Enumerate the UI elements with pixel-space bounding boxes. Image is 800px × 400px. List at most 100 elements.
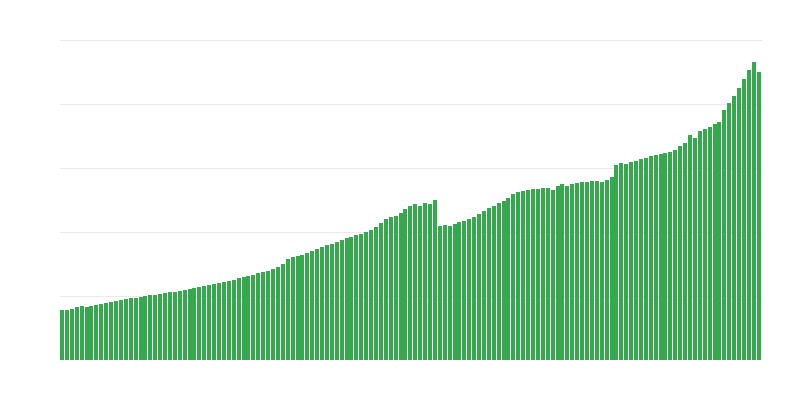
bar [177,291,182,360]
bar [540,188,545,360]
bar [575,183,580,360]
bar [521,191,526,360]
bar [138,297,143,360]
bar [241,277,246,360]
bar [648,156,653,360]
bar [197,287,202,360]
bar [383,219,388,360]
bar [163,293,168,360]
bar [84,307,89,360]
bar [722,110,727,360]
bar [74,307,79,360]
bar [746,70,751,360]
bar [560,184,565,360]
bar [266,271,271,360]
bar [310,251,315,360]
bar [290,257,295,360]
bar [580,182,585,360]
bar [378,223,383,360]
bar [113,301,118,360]
bar [69,309,74,360]
bar [60,310,64,360]
bar [707,127,712,360]
bar [717,122,722,360]
bar [226,281,231,360]
bar [167,292,172,360]
bar [275,267,280,360]
bar [481,211,486,360]
bar [182,290,187,360]
bar [741,79,746,360]
bar [678,146,683,360]
bar [668,152,673,360]
bar [320,247,325,360]
bar [246,276,251,360]
bar [442,225,447,360]
bar [526,190,531,360]
bar [172,292,177,360]
bar [364,232,369,360]
bar [369,230,374,360]
bar [663,153,668,360]
bar [584,182,589,360]
bar [280,264,285,360]
bar [570,184,575,360]
bar [94,305,99,360]
bar [408,206,413,360]
bar [349,237,354,360]
bar [619,163,624,360]
bar [486,208,491,360]
bar [457,222,462,360]
bar [673,150,678,360]
bar [462,221,467,360]
bar [511,194,516,360]
bar [432,200,437,360]
bar [565,186,570,360]
bar [393,216,398,360]
bar [118,300,123,360]
bar [609,177,614,360]
bar [697,131,702,360]
bar [148,295,153,360]
bar [638,159,643,360]
bar [683,143,688,360]
bar [624,164,629,360]
bar [231,280,236,360]
bar [359,234,364,360]
bar [727,103,732,360]
bar [452,224,457,360]
bar [221,282,226,360]
bar [643,158,648,360]
bar [324,245,329,360]
bar [256,273,261,360]
bar [236,278,241,360]
bar [192,288,197,360]
bar [285,259,290,360]
bar [447,226,452,360]
bar [496,203,501,360]
bar [202,286,207,360]
bar [158,294,163,360]
bar [354,235,359,360]
bar [604,180,609,360]
bar [398,213,403,360]
bar [143,296,148,360]
bar [634,161,639,360]
bar [467,219,472,360]
bar [212,284,217,360]
bar [334,242,339,360]
bar [315,249,320,360]
bar [545,188,550,360]
bar [423,203,428,360]
bar [109,302,114,360]
bar [339,240,344,360]
bar [594,181,599,360]
bar [89,306,94,360]
bar [550,190,555,360]
bar [614,165,619,360]
bar [737,88,742,360]
bar [506,198,511,360]
bar [128,298,133,360]
bar [187,289,192,360]
bar [692,138,697,360]
